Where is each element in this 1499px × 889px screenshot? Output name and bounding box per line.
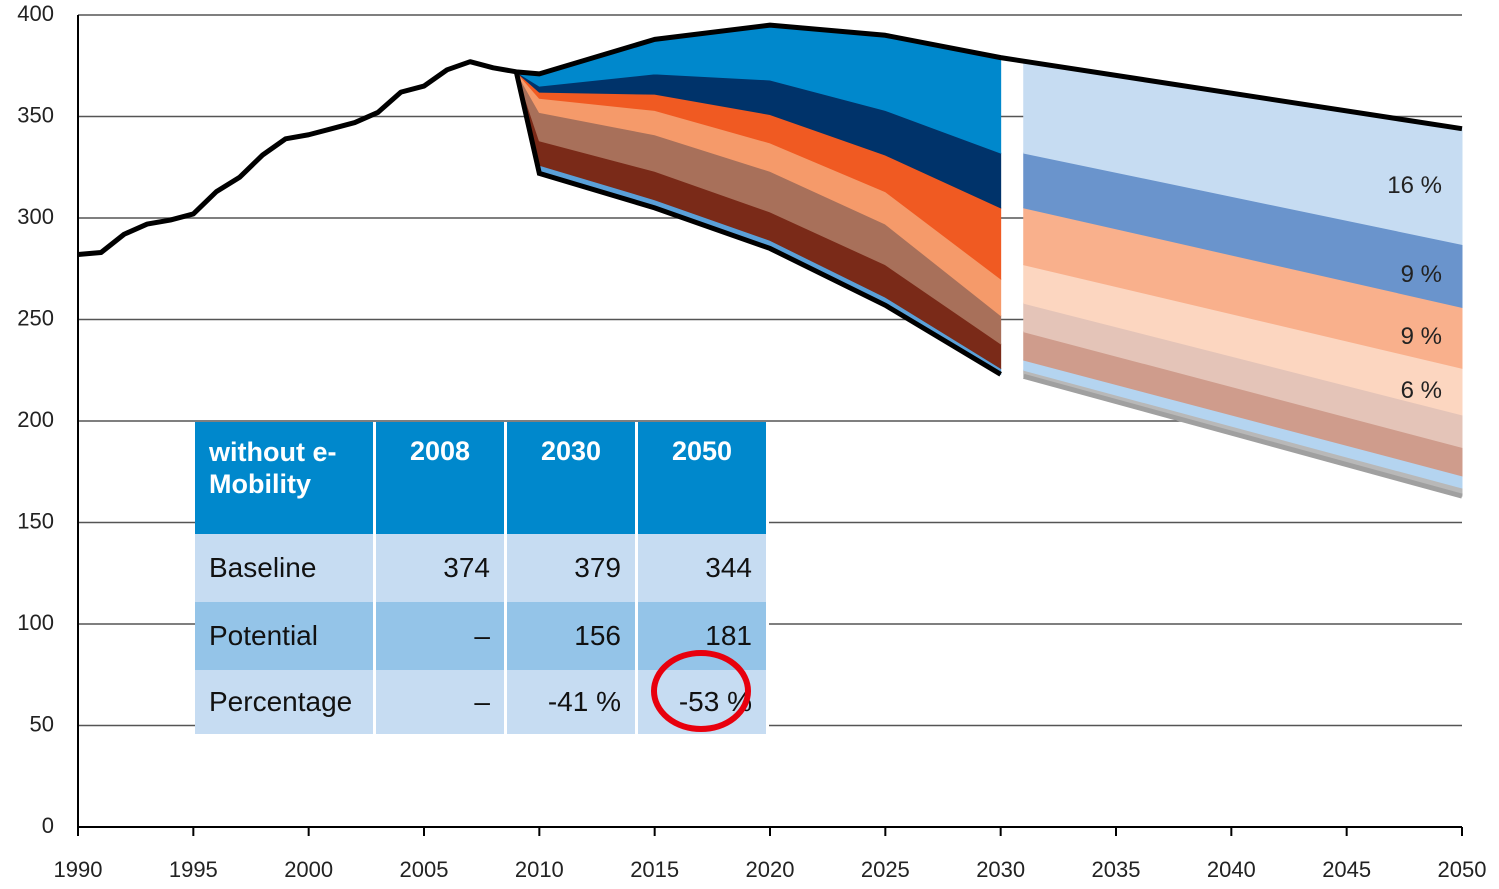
x-tick-label: 2045: [1322, 857, 1371, 882]
table-row: Percentage – -41 % -53 %: [195, 670, 769, 734]
table-cell: 374: [374, 534, 507, 602]
y-tick-label: 200: [17, 407, 54, 432]
y-tick-label: 150: [17, 508, 54, 533]
table-row: Potential –156 181: [195, 602, 769, 670]
table-cell: 156: [505, 602, 638, 670]
table-header-cell: 2008: [374, 422, 507, 534]
table-cell: Potential: [195, 602, 376, 670]
x-tick-label: 2005: [400, 857, 449, 882]
table-cell: 181: [636, 602, 769, 670]
y-tick-label: 250: [17, 305, 54, 330]
y-tick-label: 100: [17, 610, 54, 635]
table-header-cell: 2030: [505, 422, 638, 534]
x-tick-label: 2035: [1092, 857, 1141, 882]
y-tick-label: 50: [30, 711, 54, 736]
y-tick-label: 400: [17, 1, 54, 26]
x-tick-label: 2015: [630, 857, 679, 882]
line: [77, 22, 1463, 258]
table-cell: 344: [636, 534, 769, 602]
table-header-cell: 2050: [636, 422, 769, 534]
base-line: [513, 71, 1002, 377]
y-tick-label: 0: [42, 813, 54, 838]
x-tick-label: 2000: [284, 857, 333, 882]
x-tick-label: 2025: [861, 857, 910, 882]
table-cell: 379: [505, 534, 638, 602]
annotation: 9 %: [1401, 261, 1442, 288]
x-tick-label: 2030: [976, 857, 1025, 882]
table-cell: –: [374, 670, 507, 734]
x-tick-label: 1990: [54, 857, 103, 882]
annotation: 9 %: [1401, 323, 1442, 350]
table-cell: -53 %: [636, 670, 769, 734]
annotation: 6 %: [1401, 377, 1442, 404]
table-row: Baseline 374 379 344: [195, 534, 769, 602]
x-tick-label: 2010: [515, 857, 564, 882]
x-tick-label: 1995: [169, 857, 218, 882]
table-cell: Baseline: [195, 534, 376, 602]
table-cell: –: [374, 602, 507, 670]
data-table: without e-Mobility 2008 2030 2050 Baseline 37…: [195, 422, 769, 734]
table-cell: Percentage: [195, 670, 376, 734]
y-tick-label: 300: [17, 204, 54, 229]
y-tick-label: 350: [17, 102, 54, 127]
annotation: 16 %: [1387, 172, 1442, 199]
x-tick-label: 2040: [1207, 857, 1256, 882]
x-tick-label: 2050: [1438, 857, 1487, 882]
table-header-cell: without e-Mobility: [195, 422, 376, 534]
table-header-row: without e-Mobility 2008 2030 2050: [195, 422, 769, 534]
x-tick-label: 2020: [746, 857, 795, 882]
table-cell: -41 %: [505, 670, 638, 734]
base-line: [1023, 373, 1463, 499]
